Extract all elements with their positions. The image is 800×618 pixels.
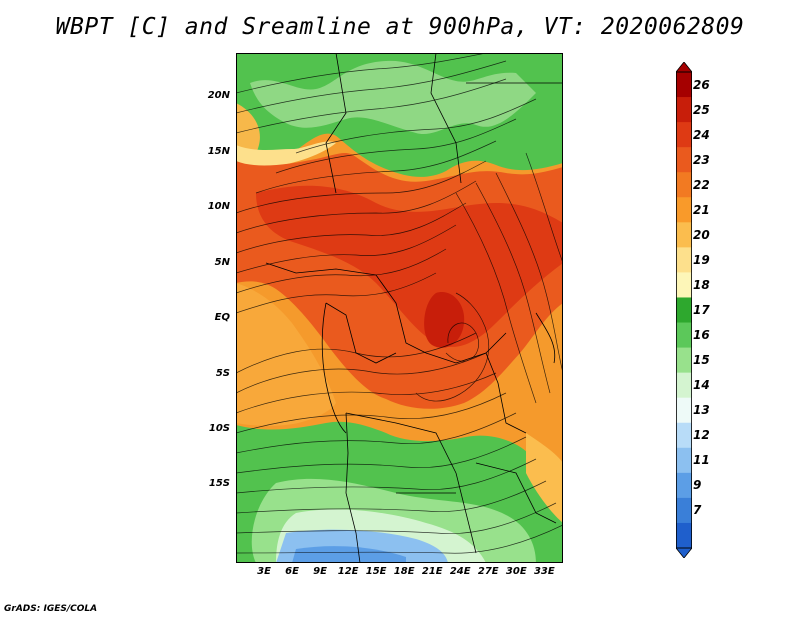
colorbar-top-arrow [676, 62, 692, 73]
lon-tick-label: 9E [313, 566, 327, 577]
lon-tick-label: 3E [257, 566, 271, 577]
colorbar-segment [676, 497, 692, 524]
lon-tick-label: 27E [477, 566, 499, 577]
colorbar-segment [676, 222, 692, 248]
lat-tick-label: 10N [207, 201, 230, 213]
lat-tick-label: 5S [215, 367, 230, 379]
colorbar-label: 19 [693, 252, 710, 267]
yellow-fringe-north [236, 141, 336, 167]
colorbar-segment [676, 397, 692, 424]
colorbar-label: 23 [693, 152, 710, 167]
colorbar-label: 9 [693, 478, 702, 493]
dark-blue-patch [292, 546, 406, 563]
colorbar-bottom-arrow [676, 547, 692, 558]
lat-tick-label: 10S [208, 422, 230, 434]
colorbar-label: 15 [693, 353, 710, 368]
country-boundaries [265, 53, 563, 563]
hottest-patch [424, 292, 465, 348]
grads-credit: GrADS: IGES/COLA [4, 604, 98, 614]
colorbar-segment [676, 72, 692, 98]
colorbar-segment [676, 147, 692, 173]
lat-tick-label: 20N [207, 90, 230, 102]
lat-tick-label: 15S [208, 478, 230, 490]
colorbar-label: 14 [693, 378, 710, 393]
colorbar-segment [676, 272, 692, 298]
colorbar-label: 18 [693, 277, 710, 292]
lon-tick-label: 18E [393, 566, 415, 577]
lat-tick-label: EQ [214, 312, 230, 324]
colorbar-segment [676, 522, 692, 549]
lat-tick-label: 15N [207, 145, 230, 157]
colorbar-label: 17 [693, 303, 710, 317]
colorbar-segment [676, 372, 692, 399]
colorbar-frame [676, 71, 692, 549]
colorbar-label: 21 [693, 202, 710, 217]
colorbar-label: 16 [693, 328, 710, 343]
orange-patch-se [526, 433, 563, 523]
colorbar-segment [676, 247, 692, 273]
lon-tick-label: 12E [337, 566, 359, 577]
colorbar-segment [676, 472, 692, 499]
colorbar-segment [676, 447, 692, 474]
lon-tick-label: 21E [421, 566, 443, 577]
map-panel [236, 53, 563, 563]
colorbar-segment [676, 347, 692, 374]
lon-tick-label: 15E [365, 566, 387, 577]
colorbar-label: 25 [693, 102, 710, 117]
colorbar-label: 12 [693, 428, 710, 443]
colorbar-segment [676, 322, 692, 349]
colorbar-segment [676, 97, 692, 123]
lon-tick-label: 33E [533, 566, 555, 577]
colorbar-label: 7 [693, 503, 702, 518]
hot-core-region [256, 185, 563, 347]
colorbar-label: 20 [693, 227, 710, 242]
colorbar-segment [676, 197, 692, 223]
colorbar [676, 62, 692, 558]
yellow-patch-nw [236, 103, 260, 153]
colorbar-segment [676, 297, 692, 324]
colorbar-label: 22 [693, 177, 710, 192]
lon-tick-label: 6E [285, 566, 299, 577]
colorbar-segment [676, 172, 692, 198]
colorbar-segment [676, 422, 692, 449]
colorbar-segment [676, 122, 692, 148]
lat-tick-label: 5N [214, 256, 230, 268]
map-title: WBPT [C] and Sreamline at 900hPa, VT: 20… [55, 14, 745, 40]
lon-tick-label: 30E [505, 566, 527, 577]
colorbar-label: 26 [693, 77, 710, 92]
colorbar-label: 24 [693, 127, 710, 142]
lon-tick-label: 24E [449, 566, 471, 577]
map-frame [236, 53, 563, 563]
colorbar-label: 11 [693, 453, 710, 468]
colorbar-label: 13 [693, 403, 710, 418]
wbpt-map [236, 53, 563, 563]
